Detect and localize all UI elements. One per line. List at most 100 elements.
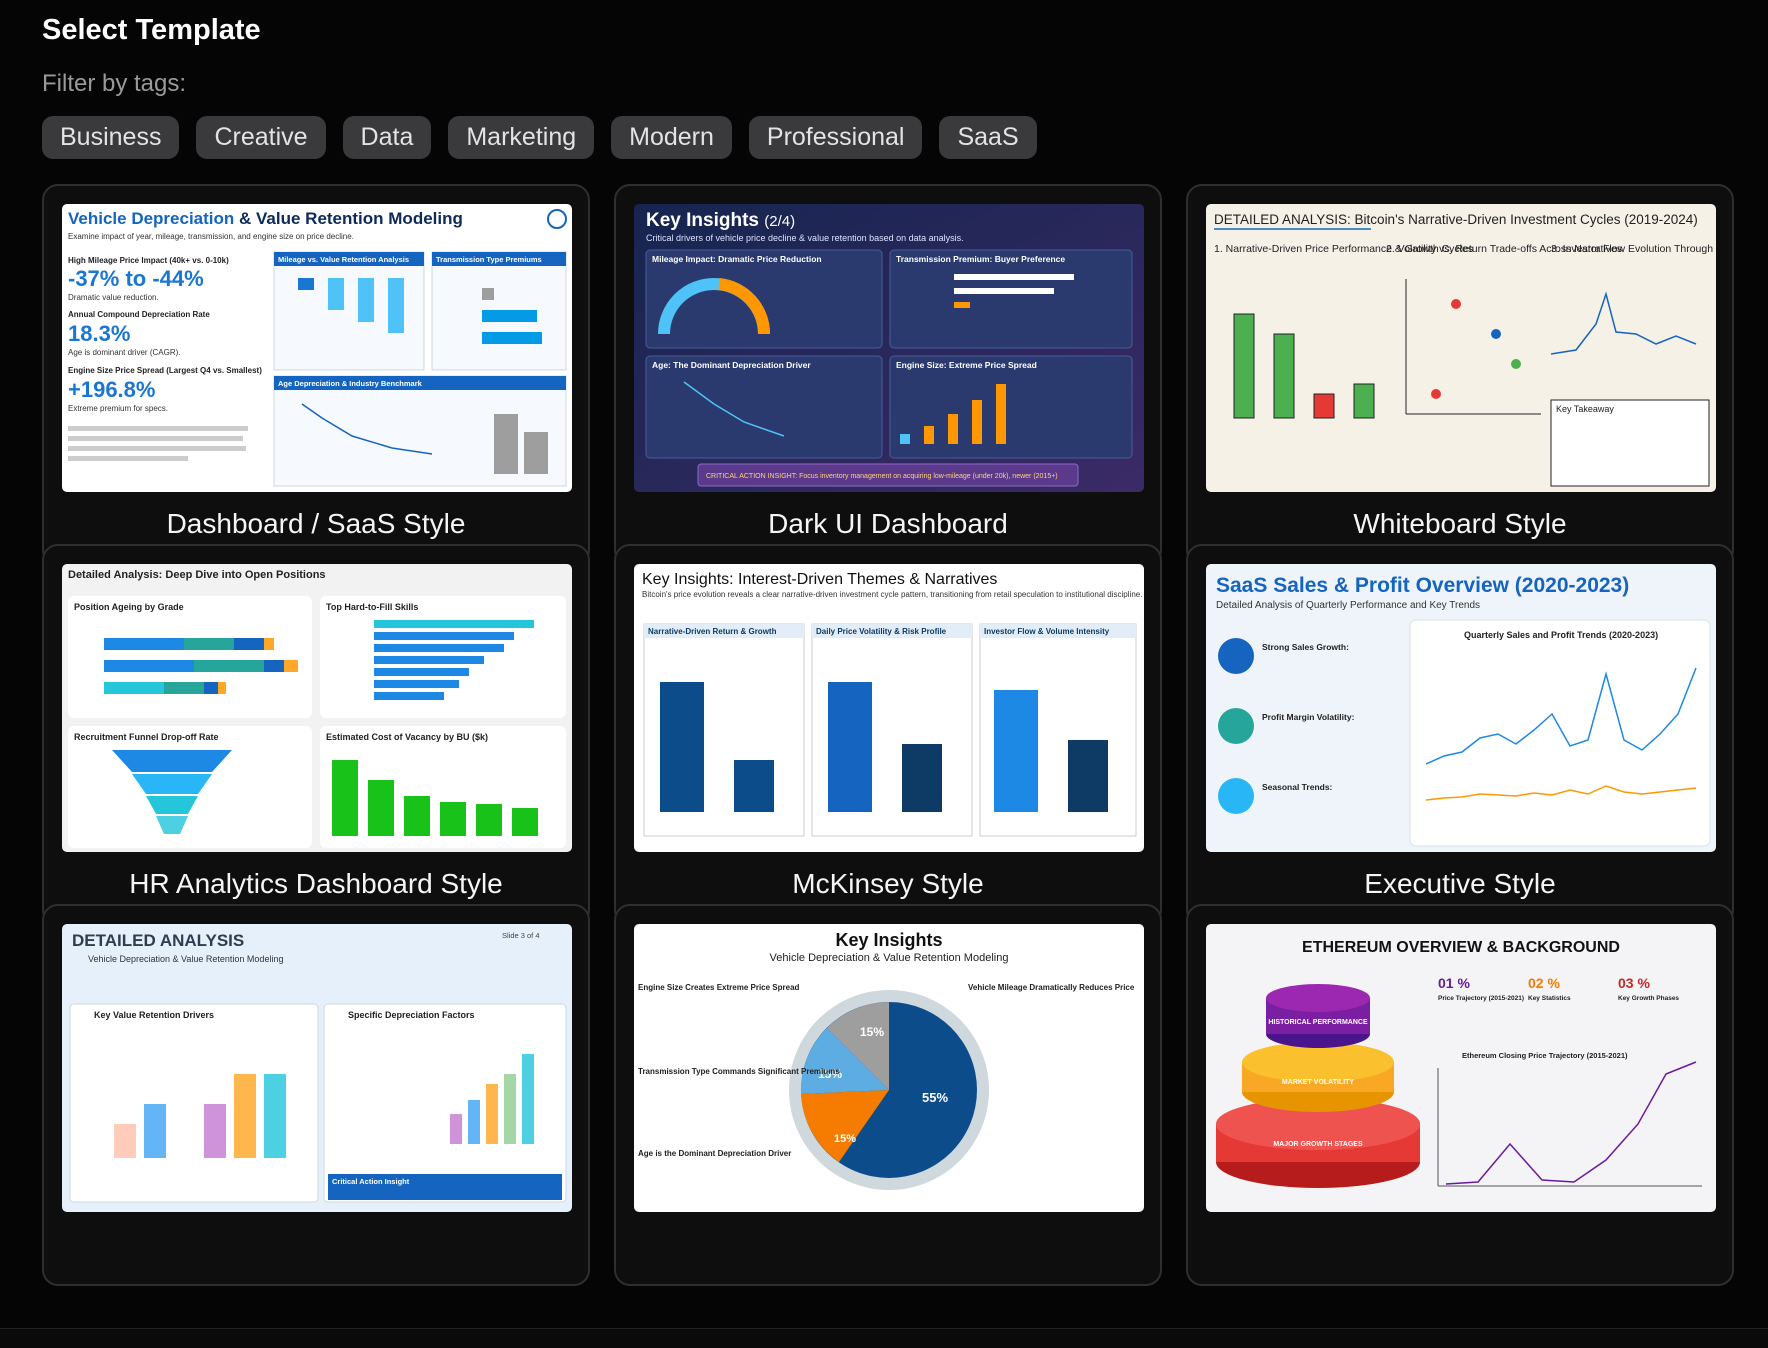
template-preview: Detailed Analysis: Deep Dive into Open P…	[62, 564, 572, 852]
svg-text:Key Insights: Key Insights	[835, 930, 942, 950]
svg-text:Key Takeaway: Key Takeaway	[1556, 404, 1614, 414]
svg-text:Critical drivers of vehicle pr: Critical drivers of vehicle price declin…	[646, 233, 964, 243]
template-name: Dark UI Dashboard	[768, 508, 1008, 539]
svg-text:DETAILED ANALYSIS: Bitcoin's N: DETAILED ANALYSIS: Bitcoin's Narrative-D…	[1214, 212, 1698, 227]
svg-text:15%: 15%	[860, 1025, 884, 1039]
svg-text:Key Growth Phases: Key Growth Phases	[1618, 995, 1679, 1002]
tag-marketing[interactable]: Marketing	[448, 116, 595, 159]
svg-text:High Mileage Price Impact (40k: High Mileage Price Impact (40k+ vs. 0-10…	[68, 256, 229, 265]
svg-text:Detailed Analysis of Quarterly: Detailed Analysis of Quarterly Performan…	[1216, 600, 1480, 611]
svg-text:Age is the Dominant Depreciati: Age is the Dominant Depreciation Driver	[638, 1149, 791, 1158]
template-card-dashboard-saas[interactable]: Vehicle Depreciation & Value Retention M…	[42, 184, 590, 566]
svg-text:Investor Flow & Volume Intensi: Investor Flow & Volume Intensity	[984, 627, 1110, 636]
svg-text:Annual Compound Depreciation R: Annual Compound Depreciation Rate	[68, 310, 210, 319]
svg-text:Position Ageing by Grade: Position Ageing by Grade	[74, 602, 184, 612]
template-name: Dashboard / SaaS Style	[166, 508, 466, 539]
tag-modern[interactable]: Modern	[611, 116, 732, 159]
template-preview: Key Insights (2/4) Critical drivers of v…	[634, 204, 1144, 492]
template-preview: Vehicle Depreciation & Value Retention M…	[62, 204, 572, 492]
svg-text:SaaS Sales & Profit Overview (: SaaS Sales & Profit Overview (2020-2023)	[1216, 574, 1629, 597]
svg-text:Detailed Analysis: Deep Dive i: Detailed Analysis: Deep Dive into Open P…	[68, 569, 326, 581]
svg-text:Key Insights: Interest-Driven: Key Insights: Interest-Driven Themes & N…	[642, 571, 997, 588]
bottom-bar	[0, 1328, 1768, 1348]
template-preview: SaaS Sales & Profit Overview (2020-2023)…	[1206, 564, 1716, 852]
svg-text:1. Narrative-Driven Price Perf: 1. Narrative-Driven Price Performance & …	[1214, 243, 1473, 255]
svg-text:Age is dominant driver (CAGR).: Age is dominant driver (CAGR).	[68, 348, 180, 357]
template-card-executive[interactable]: SaaS Sales & Profit Overview (2020-2023)…	[1186, 544, 1734, 926]
svg-text:03 %: 03 %	[1618, 975, 1650, 991]
template-card-ethereum-3d[interactable]: ETHEREUM OVERVIEW & BACKGROUND HISTORICA…	[1186, 904, 1734, 1286]
svg-text:Vehicle Depreciation & Value R: Vehicle Depreciation & Value Retention M…	[68, 209, 463, 228]
svg-text:Mileage Impact: Dramatic Price: Mileage Impact: Dramatic Price Reduction	[652, 254, 822, 264]
svg-text:CRITICAL ACTION INSIGHT: Focus: CRITICAL ACTION INSIGHT: Focus inventory…	[706, 473, 1058, 480]
svg-text:Estimated Cost of Vacancy by B: Estimated Cost of Vacancy by BU ($k)	[326, 732, 488, 742]
svg-text:Profit Margin Volatility:: Profit Margin Volatility:	[1262, 712, 1355, 722]
svg-text:01 %: 01 %	[1438, 975, 1470, 991]
svg-text:MARKET VOLATILITY: MARKET VOLATILITY	[1282, 1079, 1355, 1086]
svg-text:2. Volatility vs. Return Trade: 2. Volatility vs. Return Trade-offs Acro…	[1386, 243, 1622, 255]
svg-text:HISTORICAL PERFORMANCE: HISTORICAL PERFORMANCE	[1268, 1019, 1368, 1026]
svg-text:Key Insights (2/4): Key Insights (2/4)	[646, 210, 795, 231]
svg-text:Quarterly Sales and Profit Tre: Quarterly Sales and Profit Trends (2020-…	[1464, 630, 1658, 640]
svg-text:Key Statistics: Key Statistics	[1528, 995, 1571, 1002]
svg-text:55%: 55%	[922, 1090, 948, 1105]
template-card-whiteboard[interactable]: DETAILED ANALYSIS: Bitcoin's Narrative-D…	[1186, 184, 1734, 566]
template-preview: DETAILED ANALYSIS Slide 3 of 4 Vehicle D…	[62, 924, 572, 1212]
svg-text:Transmission Premium: Buyer Pr: Transmission Premium: Buyer Preference	[896, 254, 1065, 264]
svg-text:Engine Size: Extreme Price Spr: Engine Size: Extreme Price Spread	[896, 360, 1037, 370]
preview-heading-a: Vehicle Depreciation	[68, 209, 234, 228]
svg-text:Specific Depreciation Factors: Specific Depreciation Factors	[348, 1010, 475, 1020]
svg-text:15%: 15%	[834, 1133, 856, 1145]
template-name: Executive Style	[1364, 868, 1556, 899]
template-name: HR Analytics Dashboard Style	[129, 868, 503, 899]
preview-subtitle: Examine impact of year, mileage, transmi…	[68, 232, 354, 241]
template-preview: Key Insights Vehicle Depreciation & Valu…	[634, 924, 1144, 1212]
template-card-hr-analytics[interactable]: Detailed Analysis: Deep Dive into Open P…	[42, 544, 590, 926]
svg-text:Daily Price Volatility & Risk: Daily Price Volatility & Risk Profile	[816, 627, 947, 636]
svg-text:Strong Sales Growth:: Strong Sales Growth:	[1262, 642, 1349, 652]
svg-text:MAJOR GROWTH STAGES: MAJOR GROWTH STAGES	[1273, 1141, 1363, 1148]
svg-text:Transmission Type Premiums: Transmission Type Premiums	[436, 255, 542, 264]
tag-business[interactable]: Business	[42, 116, 180, 159]
svg-text:+196.8%: +196.8%	[68, 377, 155, 402]
svg-text:Transmission Type Commands Sig: Transmission Type Commands Significant P…	[638, 1067, 840, 1076]
template-card-dark-ui[interactable]: Key Insights (2/4) Critical drivers of v…	[614, 184, 1162, 566]
template-card-mckinsey[interactable]: Key Insights: Interest-Driven Themes & N…	[614, 544, 1162, 926]
svg-text:Extreme premium for specs.: Extreme premium for specs.	[68, 404, 168, 413]
preview-heading-b: & Value Retention Modeling	[234, 209, 463, 228]
svg-text:Vehicle Mileage Dramatically R: Vehicle Mileage Dramatically Reduces Pri…	[968, 983, 1135, 992]
svg-text:-37% to -44%: -37% to -44%	[68, 266, 204, 291]
svg-text:ETHEREUM OVERVIEW & BACKGROUND: ETHEREUM OVERVIEW & BACKGROUND	[1302, 939, 1620, 956]
svg-text:Price Trajectory (2015-2021): Price Trajectory (2015-2021)	[1438, 995, 1524, 1002]
svg-text:Mileage vs. Value Retention An: Mileage vs. Value Retention Analysis	[278, 255, 409, 264]
template-name: McKinsey Style	[792, 868, 984, 899]
svg-text:Top Hard-to-Fill Skills: Top Hard-to-Fill Skills	[326, 602, 418, 612]
svg-text:Age: The Dominant Depreciation: Age: The Dominant Depreciation Driver	[652, 360, 811, 370]
svg-text:Recruitment Funnel Drop-off Ra: Recruitment Funnel Drop-off Rate	[74, 732, 219, 742]
svg-text:Slide 3 of 4: Slide 3 of 4	[502, 931, 540, 940]
svg-text:Vehicle Depreciation & Value R: Vehicle Depreciation & Value Retention M…	[770, 952, 1009, 964]
svg-text:Vehicle Depreciation & Value R: Vehicle Depreciation & Value Retention M…	[88, 954, 283, 964]
svg-text:Critical Action Insight: Critical Action Insight	[332, 1177, 410, 1186]
template-card-key-insights-donut[interactable]: Key Insights Vehicle Depreciation & Valu…	[614, 904, 1162, 1286]
svg-text:18.3%: 18.3%	[68, 321, 130, 346]
tag-saas[interactable]: SaaS	[939, 116, 1037, 159]
svg-text:02 %: 02 %	[1528, 975, 1560, 991]
tag-data[interactable]: Data	[342, 116, 432, 159]
svg-text:Engine Size Price Spread (Larg: Engine Size Price Spread (Largest Q4 vs.…	[68, 366, 262, 375]
svg-text:Engine Size Creates Extreme Pr: Engine Size Creates Extreme Price Spread	[638, 983, 800, 992]
template-preview: ETHEREUM OVERVIEW & BACKGROUND HISTORICA…	[1206, 924, 1716, 1212]
template-name: Whiteboard Style	[1353, 508, 1567, 539]
svg-text:15%: 15%	[818, 1067, 842, 1081]
page-title: Select Template	[42, 14, 261, 46]
svg-text:DETAILED ANALYSIS: DETAILED ANALYSIS	[72, 931, 244, 950]
svg-text:Seasonal Trends:: Seasonal Trends:	[1262, 782, 1333, 792]
tag-filter-bar: Business Creative Data Marketing Modern …	[42, 116, 1037, 159]
tag-professional[interactable]: Professional	[748, 116, 923, 159]
svg-text:Age Depreciation & Industry Be: Age Depreciation & Industry Benchmark	[278, 379, 423, 388]
tag-creative[interactable]: Creative	[196, 116, 326, 159]
filter-label: Filter by tags:	[42, 70, 187, 97]
svg-text:3. Investor Flow Evolution Thr: 3. Investor Flow Evolution Through Narra…	[1551, 243, 1716, 255]
template-card-detailed-analysis[interactable]: DETAILED ANALYSIS Slide 3 of 4 Vehicle D…	[42, 904, 590, 1286]
template-preview: DETAILED ANALYSIS: Bitcoin's Narrative-D…	[1206, 204, 1716, 492]
